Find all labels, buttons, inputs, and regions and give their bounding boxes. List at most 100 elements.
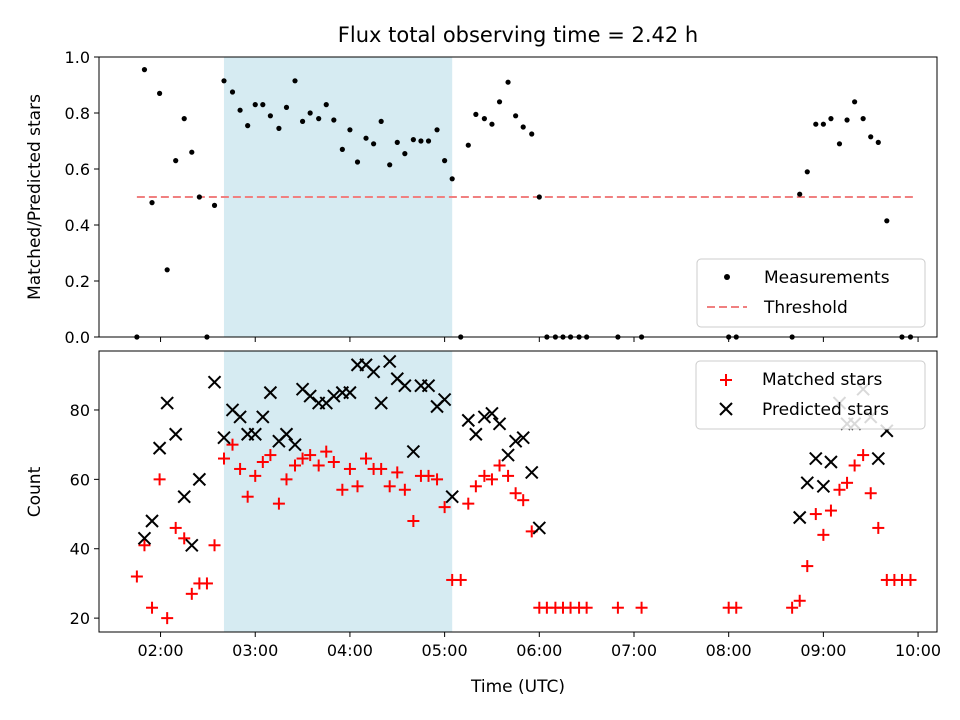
matched-star-point [422, 469, 435, 482]
matched-star-point [249, 469, 262, 482]
predicted-star-point [871, 451, 885, 466]
measurement-point [402, 151, 408, 157]
matched-star-point [226, 438, 239, 451]
predicted-star-point [792, 510, 807, 525]
matched-star-point [485, 473, 498, 486]
predicted-star-point [501, 448, 515, 462]
measurement-point [473, 111, 479, 117]
matched-star-point [351, 480, 364, 493]
matched-star-point [312, 459, 325, 472]
predicted-star-point [145, 514, 159, 528]
measurement-point [260, 102, 266, 108]
y-tick-label: 0.4 [65, 216, 90, 235]
matched-star-point [809, 508, 822, 521]
matched-star-point [857, 449, 870, 462]
matched-star-point [391, 466, 404, 479]
legend-marker-predicted [719, 402, 733, 416]
measurement-point [884, 218, 890, 224]
matched-star-point [793, 594, 806, 607]
predicted-star-point [366, 365, 381, 379]
predicted-star-point [233, 410, 247, 424]
predicted-star-point [469, 427, 483, 441]
measurement-point [211, 202, 218, 208]
measurement-point [339, 146, 345, 152]
predicted-star-point [382, 354, 397, 369]
measurement-point [252, 102, 258, 108]
axes-frame-top [98, 56, 938, 338]
measurement-point [418, 138, 424, 144]
matched-star-point [320, 445, 333, 458]
predicted-star-point [343, 385, 357, 400]
predicted-star-point [303, 389, 317, 403]
measurement-point [813, 121, 819, 127]
measurement-point [520, 124, 526, 130]
predicted-star-point [421, 378, 436, 393]
matched-star-point [208, 539, 221, 552]
matched-star-point [786, 601, 799, 614]
measurement-point [267, 113, 273, 119]
measurement-point [481, 116, 487, 122]
matched-star-point [864, 487, 877, 500]
measurement-point [164, 267, 170, 273]
measurement-point [189, 149, 195, 155]
matched-star-point [431, 473, 444, 486]
predicted-star-point [279, 427, 294, 441]
predicted-star-point [207, 375, 222, 389]
measurement-point [245, 123, 251, 129]
matched-star-point [153, 473, 166, 486]
matched-star-point [872, 521, 885, 534]
predicted-star-point [217, 431, 231, 445]
measurement-point [828, 116, 834, 122]
x-tick-label: 03:00 [232, 641, 278, 660]
predicted-star-point [192, 472, 207, 487]
measurement-point [394, 139, 400, 145]
y-tick-label: 0.2 [65, 272, 90, 291]
y-tick-label: 20 [70, 609, 90, 628]
matched-star-point [833, 483, 846, 496]
predicted-star-point [492, 417, 507, 431]
measurement-point [868, 134, 874, 140]
chart-title: Flux total observing time = 2.42 h [338, 23, 698, 47]
matched-star-point [478, 469, 491, 482]
matched-star-point [241, 490, 254, 503]
measurement-point [221, 78, 227, 84]
measurement-point [529, 131, 535, 137]
matched-star-point [817, 528, 830, 541]
legend-box [695, 360, 926, 430]
y-tick-label: 0.0 [65, 328, 90, 347]
predicted-star-point [800, 476, 814, 490]
legend-label-measurements: Measurements [764, 268, 890, 288]
x-tick-label: 04:00 [327, 641, 373, 660]
legend-top: Measurements Threshold [696, 258, 926, 328]
measurement-point [354, 159, 361, 165]
measurement-point [370, 141, 377, 147]
matched-star-point [580, 601, 593, 614]
measurement-point [797, 191, 803, 197]
measurement-point [347, 127, 353, 133]
measurement-point [852, 99, 858, 105]
y-axis-label-bottom: Count [25, 466, 45, 517]
measurement-point [173, 158, 179, 164]
matched-star-point [730, 601, 743, 614]
matched-star-point [264, 449, 277, 462]
matched-star-point [635, 601, 648, 614]
matched-star-point [611, 601, 624, 614]
measurement-point [410, 137, 416, 143]
predicted-star-point [263, 385, 278, 400]
x-tick-label: 09:00 [800, 641, 846, 660]
predicted-star-point [516, 431, 530, 445]
matched-star-point [383, 480, 396, 493]
measurement-point [331, 117, 337, 123]
predicted-star-point [525, 465, 539, 480]
predicted-star-point [809, 451, 823, 466]
matched-star-point [185, 587, 198, 600]
measurement-point [149, 200, 155, 206]
predicted-star-point [288, 437, 302, 452]
matched-star-point [469, 480, 482, 493]
legend-label-threshold: Threshold [763, 298, 848, 318]
measurement-point [875, 139, 881, 145]
legend-marker-matched [720, 374, 732, 386]
measurement-point [292, 78, 298, 84]
y-tick-label: 40 [70, 540, 90, 559]
